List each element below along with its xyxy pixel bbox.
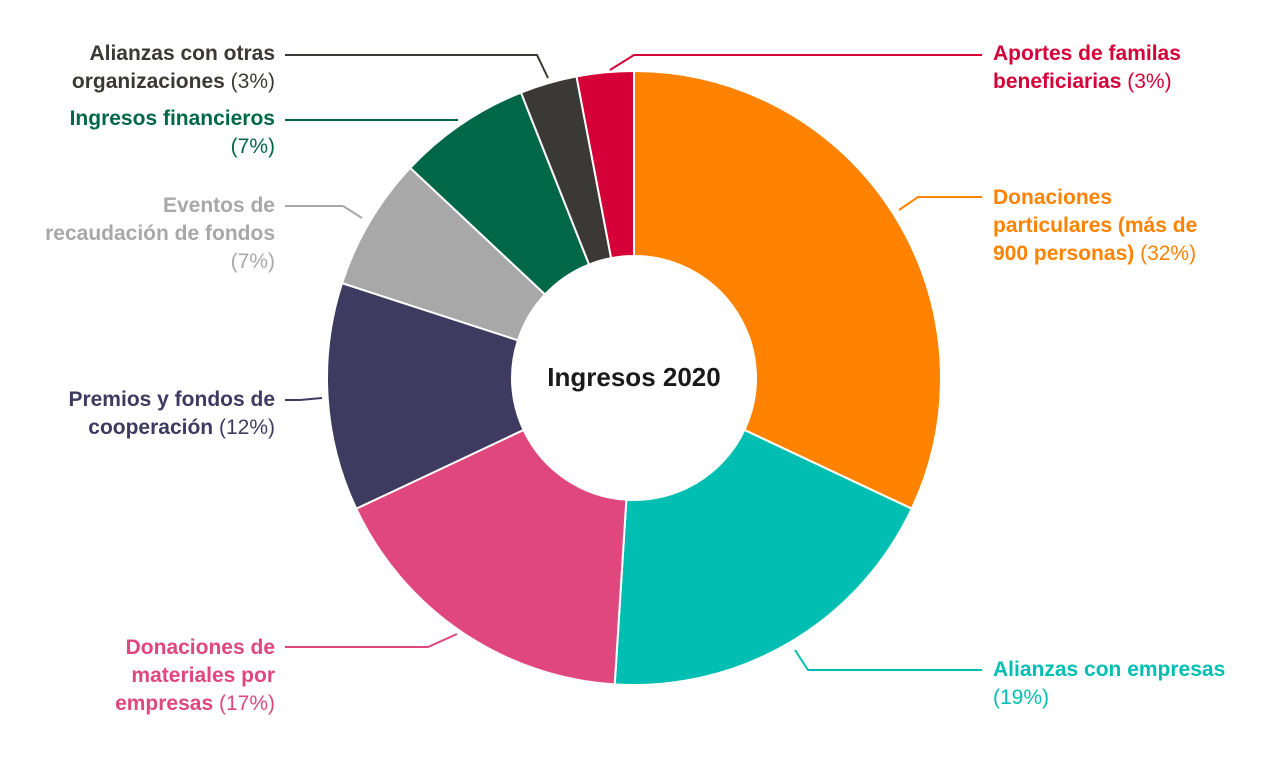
slice-percent: (7%) xyxy=(230,135,275,158)
slice-name: Donaciones xyxy=(993,186,1113,209)
slice-name: Alianzas con otras xyxy=(89,42,275,65)
leader-line-6 xyxy=(285,54,549,79)
slice-1 xyxy=(613,428,914,686)
slice-name: materiales por xyxy=(131,664,275,687)
slice-percent: (19%) xyxy=(993,686,1050,709)
slice-label-6: Alianzas con otras organizaciones (3%) xyxy=(72,40,275,96)
slice-0 xyxy=(633,69,942,511)
slice-label-0: Donaciones particulares (más de 900 person… xyxy=(993,184,1197,268)
slice-name: Ingresos financieros xyxy=(69,107,275,130)
slice-percent: (32%) xyxy=(1134,242,1197,265)
slice-7 xyxy=(575,69,635,260)
slice-label-4: Eventos de recaudación de fondos (7%) xyxy=(0,192,275,276)
slice-name: Premios y fondos de xyxy=(68,388,275,411)
slice-name: Alianzas con empresas xyxy=(993,658,1226,681)
slice-name: recaudación de fondos xyxy=(45,222,275,245)
slice-label-1: Alianzas con empresas (19%) xyxy=(993,656,1225,712)
slice-label-5: Ingresos financieros (7%) xyxy=(70,105,275,161)
slice-percent: (3%) xyxy=(224,70,275,93)
slice-name: Aportes de familas xyxy=(993,42,1181,65)
leader-line-3 xyxy=(285,397,323,401)
slice-label-7: Aportes de familas beneficiarias (3%) xyxy=(993,40,1181,96)
slice-percent: (7%) xyxy=(230,250,275,273)
slice-name: 900 personas) xyxy=(993,242,1135,265)
slice-name: cooperación xyxy=(88,416,214,439)
slice-percent: (12%) xyxy=(213,416,275,439)
slice-3 xyxy=(326,281,525,511)
slice-name: Donaciones de xyxy=(125,636,275,659)
slice-name: particulares (más de xyxy=(993,214,1198,237)
slice-2 xyxy=(354,428,628,686)
slice-name: empresas xyxy=(115,692,214,715)
leader-line-1 xyxy=(794,649,982,671)
slice-label-3: Premios y fondos de cooperación (12%) xyxy=(68,386,275,442)
slice-percent: (17%) xyxy=(213,692,275,715)
slice-name: beneficiarias xyxy=(993,70,1122,93)
slice-percent: (3%) xyxy=(1121,70,1172,93)
leader-line-4 xyxy=(285,205,363,219)
leader-line-0 xyxy=(898,196,982,211)
leader-line-2 xyxy=(285,633,458,648)
slice-name: organizaciones xyxy=(71,70,225,93)
chart-title: Ingresos 2020 xyxy=(547,362,721,392)
leader-line-7 xyxy=(609,54,982,71)
slice-label-2: Donaciones de materiales por empresas (17%… xyxy=(115,634,275,718)
slice-name: Eventos de xyxy=(162,194,275,217)
